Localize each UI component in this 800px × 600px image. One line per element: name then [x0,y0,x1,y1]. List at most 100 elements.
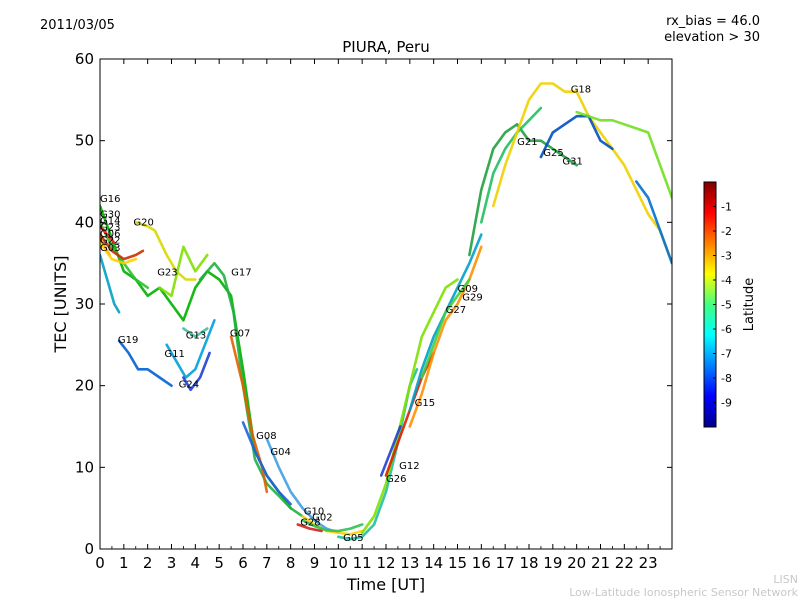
sat-label-g24-14: G24 [179,379,199,390]
x-tick-label: 21 [591,554,610,572]
colorbar-tick-label: -2 [721,225,732,238]
x-axis-label: Time [UT] [346,575,425,594]
x-tick-label: 10 [329,554,348,572]
sat-label-g16-0: G16 [100,194,120,205]
sat-label-g11-11: G11 [164,349,184,360]
sat-label-g19-10: G19 [118,335,138,346]
colorbar-tick-label: -3 [721,250,732,263]
colorbar-tick-label: -1 [721,201,732,214]
sat-label-g14-2: G14 [100,216,120,227]
x-tick-label: 9 [310,554,320,572]
x-tick-label: 19 [543,554,562,572]
series-g23-3 [100,233,145,261]
series-g12-22 [384,351,436,477]
elevation-label: elevation > 30 [664,30,760,45]
series-g26-23 [379,425,402,477]
sat-label-g23-8: G23 [157,267,177,278]
sat-label-g25-28: G25 [543,148,563,159]
sat-label-g10-17: G10 [304,507,324,518]
series-g15-21 [360,278,459,535]
series-g28-19 [296,523,323,533]
x-tick-label: 0 [95,554,105,572]
series-group [100,82,672,541]
series-g24-13 [182,351,211,392]
chart-date: 2011/03/05 [40,18,115,33]
sat-label-g22-5: G22 [100,236,120,247]
sat-label-g21-27: G21 [517,137,537,148]
x-tick-label: 14 [424,554,443,572]
chart-title: PIURA, Peru [342,38,430,56]
sat-label-g28-19: G28 [300,517,320,528]
series-g03-6 [100,253,121,314]
sat-label-g20-7: G20 [133,218,153,229]
colorbar-tick-label: -7 [721,348,732,361]
series-g17-9 [198,261,304,518]
series-g21-32 [634,180,672,265]
sat-label-g31-29: G31 [562,156,582,167]
x-tick-label: 15 [448,554,467,572]
x-tick-label: 1 [119,554,129,572]
series-g25-31 [575,110,672,200]
x-tick-label: 12 [376,554,395,572]
sat-label-g05-20: G05 [343,533,363,544]
colorbar-label: Latitude [742,278,757,332]
sat-label-g04-16: G04 [270,447,290,458]
colorbar-tick-label: -8 [721,372,732,385]
colorbar-tick-label: -6 [721,323,732,336]
sat-label-g17-9: G17 [231,267,251,278]
sat-label-g27-26: G27 [446,305,466,316]
x-tick-label: 5 [214,554,224,572]
sat-label-g08-15: G08 [256,431,276,442]
y-tick-label: 40 [75,213,94,231]
y-tick-label: 10 [75,458,94,476]
series-g04-16 [265,437,340,535]
sat-label-g12-22: G12 [399,461,419,472]
sat-label-g30-1: G30 [100,209,120,220]
x-tick-label: 8 [286,554,296,572]
x-tick-label: 3 [167,554,177,572]
series-g21-27 [468,123,579,257]
axes: 0 1 2 3 4 5 6 7 8 9 10 11 12 13 14 15 16 17 18 19 20 21 22 2301… [51,50,673,594]
x-tick-label: 11 [353,554,372,572]
x-tick-label: 18 [519,554,538,572]
sat-label-g02-18: G02 [312,512,332,523]
sat-label-g23-3: G23 [100,223,120,234]
x-tick-label: 16 [472,554,491,572]
sat-label-g06-4: G06 [100,229,120,240]
series-g25-28 [479,106,543,224]
y-tick-label: 60 [75,50,94,68]
series-g18-29 [491,82,672,265]
colorbar-tick-label: -9 [721,397,732,410]
footer-lisn: LISN [773,573,798,586]
y-tick-label: 30 [75,295,94,313]
x-tick-label: 7 [262,554,272,572]
sat-label-g18-30: G18 [571,85,591,96]
y-tick-label: 20 [75,377,94,395]
x-tick-label: 23 [639,554,658,572]
series-g22-5 [100,241,138,265]
x-tick-label: 22 [615,554,634,572]
series-g14-2 [100,225,116,245]
y-axis-label: TEC [UNITS] [51,256,70,354]
x-tick-label: 2 [143,554,153,572]
sat-label-g15-21: G15 [415,398,435,409]
sat-label-g26-23: G26 [386,474,406,485]
series-g31-30 [539,114,614,159]
rx-bias-label: rx_bias = 46.0 [666,14,760,29]
footer-network-name: Low-Latitude Ionospheric Sensor Network [569,586,798,599]
x-tick-label: 6 [238,554,248,572]
series-g08-15 [241,421,293,506]
series-g23-8 [158,245,209,298]
series-g07-14 [229,335,269,494]
sat-label-g07-13: G07 [230,329,250,340]
colorbar-tick-label: -5 [721,299,732,312]
colorbar: -1 -2 -3 -4 -5 -6 -7 -8 -9 Latitude [703,181,757,428]
x-tick-label: 4 [191,554,201,572]
sat-label-g03-6: G03 [100,243,120,254]
x-tick-label: 20 [567,554,586,572]
series-g05-20 [336,367,419,541]
series-g02-18 [301,519,364,533]
sat-label-g29-25: G29 [462,293,482,304]
colorbar-tick-label: -4 [721,274,732,287]
